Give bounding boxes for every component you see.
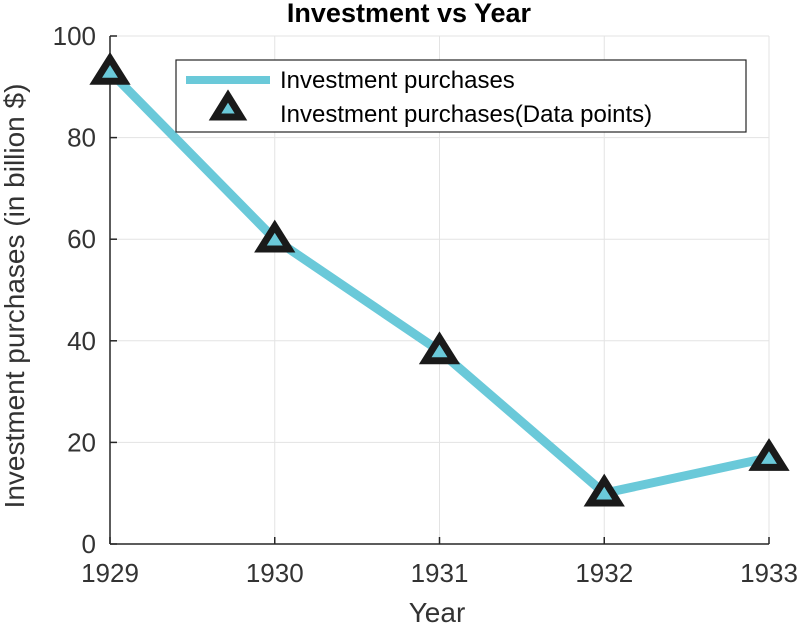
data-point-marker [748, 438, 790, 471]
tick-marks [109, 35, 770, 545]
legend-box [175, 59, 747, 133]
data-point-marker [583, 473, 625, 507]
y-tick-labels: 0 20 40 60 80 100 [53, 21, 96, 559]
x-tick-label: 1930 [246, 558, 304, 588]
x-tick-label: 1933 [740, 558, 798, 588]
data-point-marker [418, 331, 461, 365]
x-tick-labels: 1929 1930 1931 1932 1933 [81, 558, 798, 588]
legend: Investment purchases Investment purchase… [175, 59, 747, 133]
legend-marker-swatch [208, 89, 248, 121]
y-axis-label: Investment purchases (in billion $) [0, 84, 30, 509]
chart-title: Investment vs Year [287, 0, 532, 28]
y-tick-label: 40 [67, 326, 96, 356]
y-tick-label: 80 [67, 123, 96, 153]
legend-label-markers: Investment purchases(Data points) [280, 101, 652, 128]
x-axis-label: Year [409, 597, 466, 628]
x-tick-label: 1932 [575, 558, 633, 588]
y-tick-label: 20 [67, 427, 96, 457]
data-point-markers [89, 51, 790, 507]
data-point-marker [89, 51, 131, 85]
y-tick-label: 0 [82, 529, 96, 559]
y-tick-label: 100 [53, 21, 96, 51]
y-tick-label: 60 [67, 224, 96, 254]
x-tick-label: 1931 [411, 558, 469, 588]
x-tick-label: 1929 [81, 558, 139, 588]
legend-label-line: Investment purchases [280, 67, 515, 94]
data-point-marker [254, 219, 296, 253]
